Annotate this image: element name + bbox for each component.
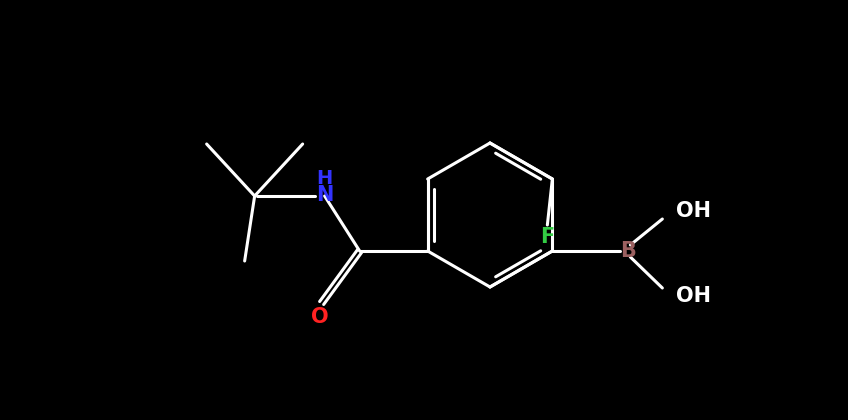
Text: H: H bbox=[316, 170, 332, 189]
Text: N: N bbox=[316, 185, 333, 205]
Text: OH: OH bbox=[677, 286, 711, 306]
Text: F: F bbox=[540, 227, 555, 247]
Text: O: O bbox=[311, 307, 328, 327]
Text: B: B bbox=[621, 241, 636, 261]
Text: OH: OH bbox=[677, 201, 711, 221]
